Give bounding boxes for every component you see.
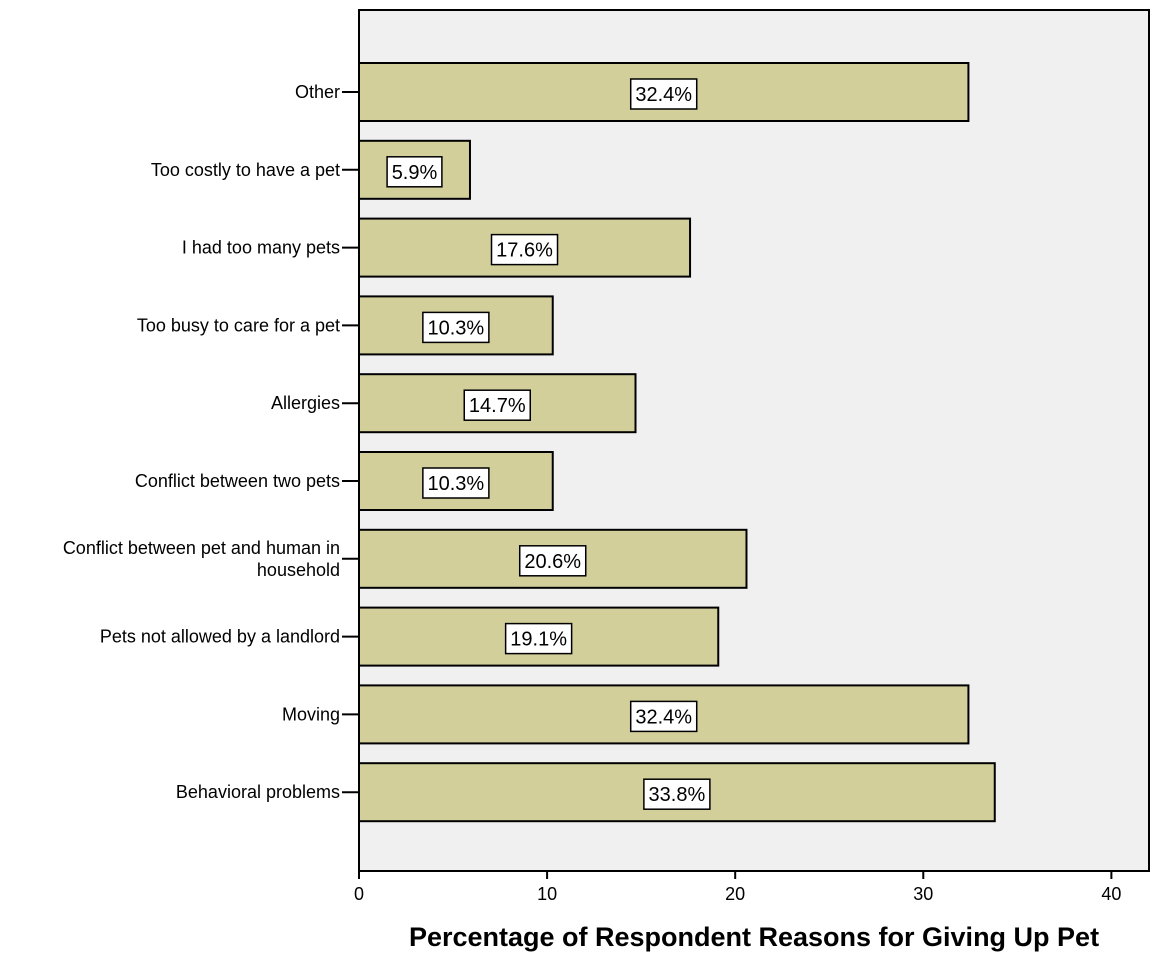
x-axis-title: Percentage of Respondent Reasons for Giv… <box>409 922 1099 952</box>
data-label-box <box>422 467 490 499</box>
data-label-box <box>463 389 531 421</box>
x-tick-label: 40 <box>1101 884 1121 904</box>
data-label: 17.6% <box>496 240 553 262</box>
data-label: 32.4% <box>635 84 692 106</box>
category-label: I had too many pets <box>182 238 340 258</box>
data-label: 33.8% <box>649 784 706 806</box>
data-label: 20.6% <box>524 551 581 573</box>
category-label: Conflict between two pets <box>135 471 340 491</box>
category-label: Allergies <box>271 393 340 413</box>
category-label: Other <box>295 82 340 102</box>
data-label-box <box>643 778 711 810</box>
x-axis: 0 10 20 30 40 <box>354 871 1121 904</box>
data-label-box <box>504 622 573 655</box>
data-label-box <box>629 78 698 110</box>
data-label-box <box>386 156 443 188</box>
category-label: Conflict between pet and human in househo… <box>63 538 340 580</box>
data-label-box <box>518 545 587 577</box>
data-label: 10.3% <box>428 317 485 339</box>
x-tick-label: 30 <box>913 884 933 904</box>
category-label: Moving <box>282 704 340 724</box>
data-label-box <box>629 700 698 733</box>
plot-frame <box>358 9 1150 872</box>
category-label: Too busy to care for a pet <box>137 315 340 335</box>
data-label-box <box>490 233 559 266</box>
x-tick-label: 10 <box>537 884 557 904</box>
data-labels-group: 32.4% 5.9% 17.6% 10.3% 14.7% 10.3% 20.6% 19.1% 3… <box>386 78 711 810</box>
data-label: 10.3% <box>428 473 485 495</box>
category-label: Pets not allowed by a landlord <box>100 627 340 647</box>
data-label-box <box>422 311 490 344</box>
category-label: Behavioral problems <box>176 782 340 802</box>
x-tick-label: 20 <box>725 884 745 904</box>
y-axis: Other Too costly to have a pet I had too m… <box>63 82 359 802</box>
data-label: 14.7% <box>469 395 526 417</box>
data-label: 32.4% <box>635 706 692 728</box>
data-label: 19.1% <box>510 629 567 651</box>
x-tick-label: 0 <box>354 884 364 904</box>
data-label: 5.9% <box>392 162 438 184</box>
category-label: Too costly to have a pet <box>151 160 340 180</box>
